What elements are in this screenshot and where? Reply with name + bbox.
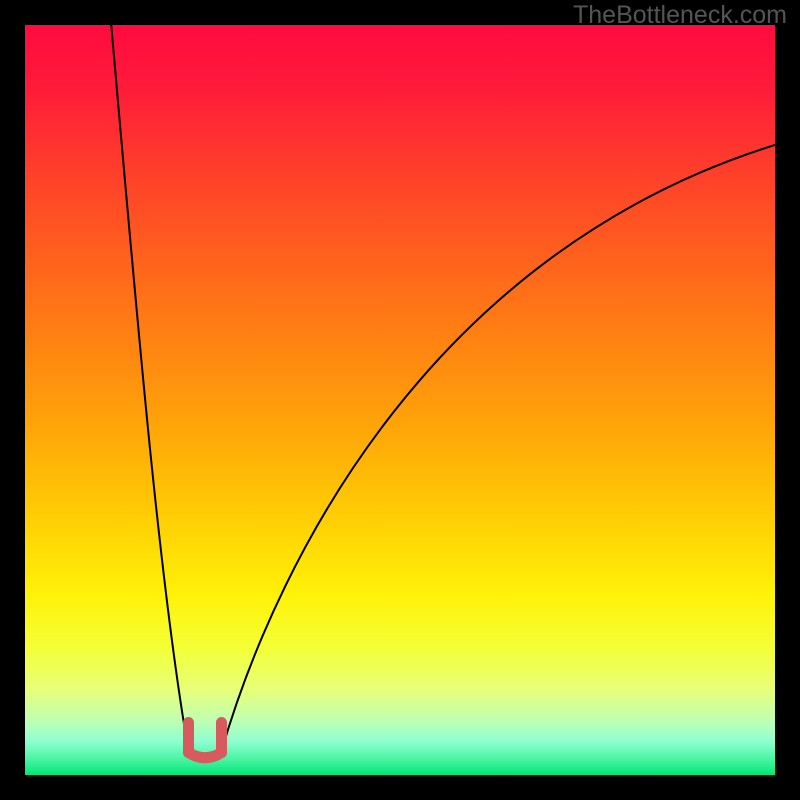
plot-area (25, 25, 775, 775)
gradient-background (25, 25, 775, 775)
plot-svg (25, 25, 775, 775)
figure-root: TheBottleneck.com (0, 0, 800, 800)
